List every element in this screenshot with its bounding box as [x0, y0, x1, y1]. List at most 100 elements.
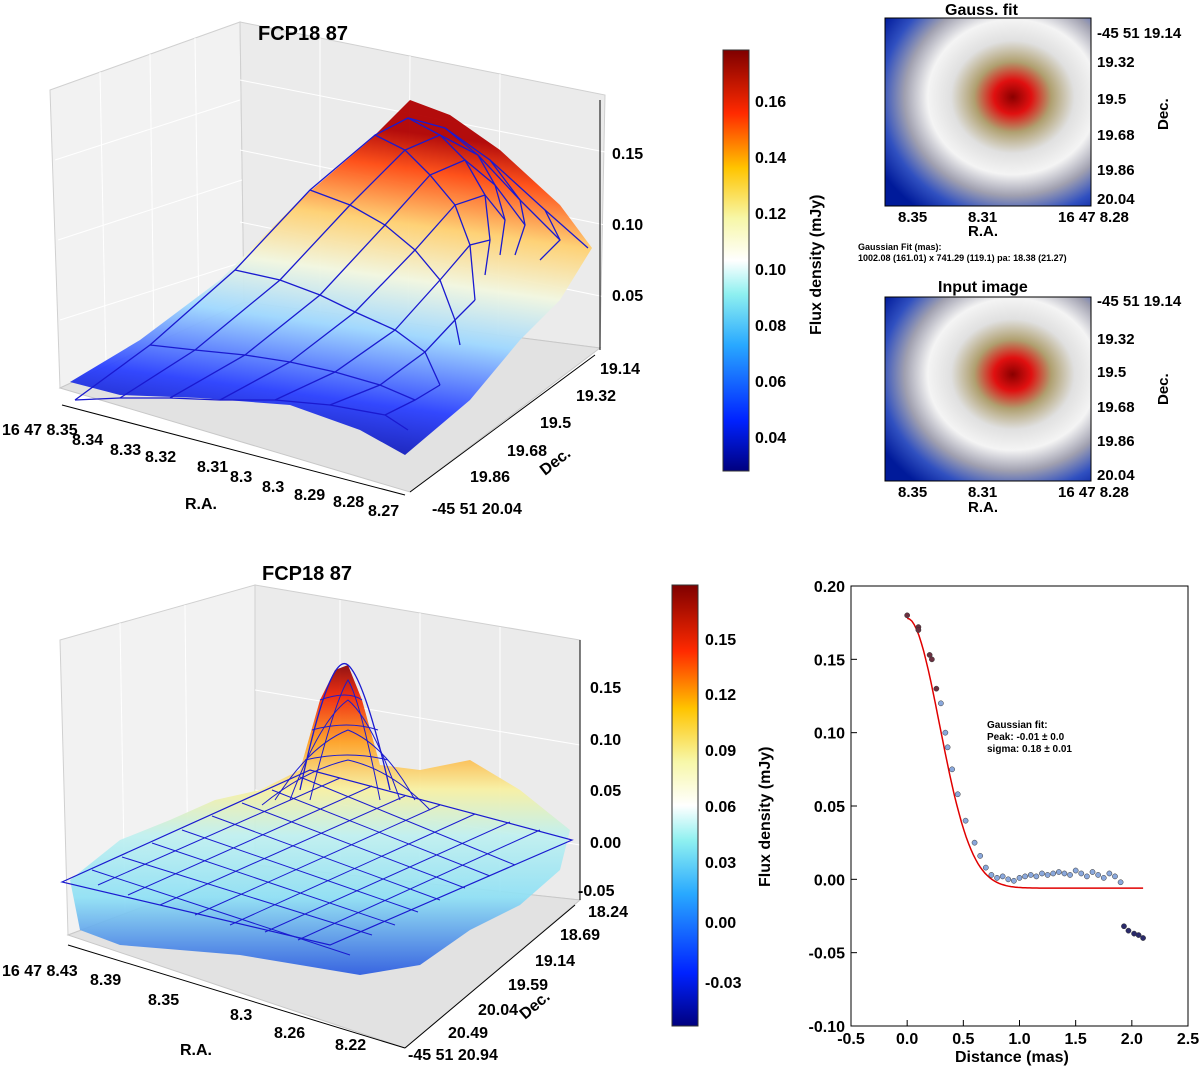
- dec-tick: 20.04: [478, 1002, 518, 1019]
- ra-tick: 16 47 8.28: [1058, 209, 1129, 226]
- ra-tick: 8.27: [368, 503, 399, 520]
- data-point: [1135, 932, 1142, 938]
- ra-tick: 8.34: [72, 432, 103, 449]
- dec-tick: -45 51 20.04: [432, 501, 522, 518]
- data-point: [933, 685, 940, 692]
- data-point: [1039, 870, 1045, 877]
- data-point: [949, 766, 955, 773]
- colorbar-tick: 0.00: [705, 915, 736, 932]
- z-tick: 0.15: [612, 146, 643, 163]
- data-point: [977, 853, 984, 859]
- dec-tick: 19.59: [508, 977, 548, 994]
- surface-panel-bottom: 0.15 0.10 0.05 0.00 -0.05 16 47 8.43 8.3…: [2, 563, 628, 1064]
- x-tick-label: 2.5: [1177, 1031, 1199, 1048]
- data-point: [1089, 869, 1096, 875]
- dec-tick: 19.14: [535, 953, 575, 970]
- dec-tick: 19.86: [470, 469, 510, 486]
- dec-tick: 20.49: [448, 1025, 488, 1042]
- dec-label: Dec.: [1155, 98, 1172, 130]
- y-tick-label: 0.00: [814, 872, 845, 889]
- ra-tick: 8.39: [90, 972, 121, 989]
- x-tick-label: 2.0: [1121, 1031, 1143, 1048]
- data-point: [1027, 872, 1034, 878]
- ra-tick: 8.29: [294, 487, 325, 504]
- ra-tick: 8.35: [148, 992, 179, 1009]
- y-tick-label: 0.20: [814, 579, 845, 596]
- annotation-line: Peak: -0.01 ± 0.0: [987, 732, 1065, 743]
- panel-title: Gauss. fit: [945, 2, 1019, 19]
- colorbar-tick: 0.10: [755, 262, 786, 279]
- z-tick: 0.05: [590, 783, 621, 800]
- ra-tick: 8.33: [110, 442, 141, 459]
- dec-tick: 19.32: [1097, 54, 1135, 71]
- data-point: [942, 729, 949, 736]
- data-point: [962, 817, 969, 824]
- z-axis-bottom: 0.15 0.10 0.05 0.00 -0.05: [578, 640, 621, 900]
- ra-label: R.A.: [968, 223, 998, 240]
- annotation-line: Gaussian fit:: [987, 720, 1048, 731]
- gauss-fit-panel: Gauss. fit -45 51 19.14 19.32 19.5 19.68…: [858, 2, 1182, 263]
- surface-panel-top: 0.15 0.10 0.05 16 47 8.35 8.34 8.33 8.32…: [2, 21, 643, 520]
- data-point: [954, 791, 961, 798]
- data-point: [1121, 923, 1127, 930]
- dec-tick: 19.5: [540, 415, 571, 432]
- y-tick-label: -0.10: [809, 1019, 846, 1036]
- dec-tick: 19.14: [600, 361, 640, 378]
- data-point: [1067, 872, 1073, 878]
- y-tick-label: 0.05: [814, 799, 845, 816]
- x-tick-label: 1.5: [1065, 1031, 1087, 1048]
- colorbar-tick: 0.15: [705, 632, 736, 649]
- colorbar-label: Flux density (mJy): [757, 747, 774, 887]
- data-point: [1117, 879, 1124, 886]
- fit-note: 1002.08 (161.01) x 741.29 (119.1) pa: 18…: [858, 253, 1067, 263]
- z-axis-top: 0.15 0.10 0.05: [599, 100, 643, 350]
- surface-wireframe: [60, 662, 574, 956]
- colorbar-tick: 0.06: [705, 799, 736, 816]
- colorbar-tick: 0.12: [755, 206, 786, 223]
- colorbar-tick: 0.16: [755, 94, 786, 111]
- dec-tick: 19.68: [507, 443, 547, 460]
- panel-title: Input image: [938, 279, 1028, 296]
- data-point: [999, 873, 1006, 880]
- ra-tick: 8.28: [333, 494, 364, 511]
- data-point: [1095, 872, 1101, 878]
- z-tick: 0.00: [590, 835, 621, 852]
- surface-body: [70, 665, 570, 975]
- ra-tick: 8.31: [197, 459, 228, 476]
- surface-wireframe: [74, 117, 589, 431]
- ra-tick: 8.22: [335, 1037, 366, 1054]
- ra-tick: 16 47 8.43: [2, 963, 78, 980]
- ra-tick: 8.31: [968, 484, 997, 501]
- ra-tick: 8.3: [230, 469, 252, 486]
- y-tick-label: 0.10: [814, 726, 845, 743]
- data-point: [1016, 875, 1023, 881]
- x-tick-label: 0.5: [952, 1031, 974, 1048]
- ra-tick: 8.3: [262, 479, 284, 496]
- dec-tick: -45 51 20.94: [408, 1047, 498, 1064]
- data-point: [1050, 870, 1057, 877]
- z-tick: 0.05: [612, 288, 643, 305]
- chart-title: FCP18 87: [258, 23, 348, 45]
- input-image-panel: Input image -45 51 19.14 19.32 19.5 19.6…: [884, 279, 1182, 516]
- ra-tick: 8.26: [274, 1025, 305, 1042]
- data-point: [1033, 873, 1040, 880]
- data-point: [1011, 877, 1017, 884]
- ra-tick: 16 47 8.28: [1058, 484, 1129, 501]
- colorbar-bottom: 0.15 0.12 0.09 0.06 0.03 0.00 -0.03 Flux…: [671, 584, 774, 1027]
- data-point: [1005, 876, 1012, 883]
- z-tick: 0.15: [590, 680, 621, 697]
- colorbar-tick: 0.04: [755, 430, 786, 447]
- data-point: [1112, 873, 1118, 880]
- ra-tick: 16 47 8.35: [2, 422, 78, 439]
- dec-tick: 19.5: [1097, 364, 1126, 381]
- colorbar-tick: 0.06: [755, 374, 786, 391]
- x-tick-label: -0.5: [837, 1031, 865, 1048]
- annotation-line: sigma: 0.18 ± 0.01: [987, 744, 1072, 755]
- data-point: [971, 839, 978, 846]
- surface-body: [70, 100, 592, 455]
- fit-note: Gaussian Fit (mas):: [858, 242, 942, 252]
- data-point: [1055, 869, 1062, 875]
- data-point: [1125, 927, 1132, 934]
- data-point: [1100, 875, 1107, 881]
- chart-title: FCP18 87: [262, 563, 352, 585]
